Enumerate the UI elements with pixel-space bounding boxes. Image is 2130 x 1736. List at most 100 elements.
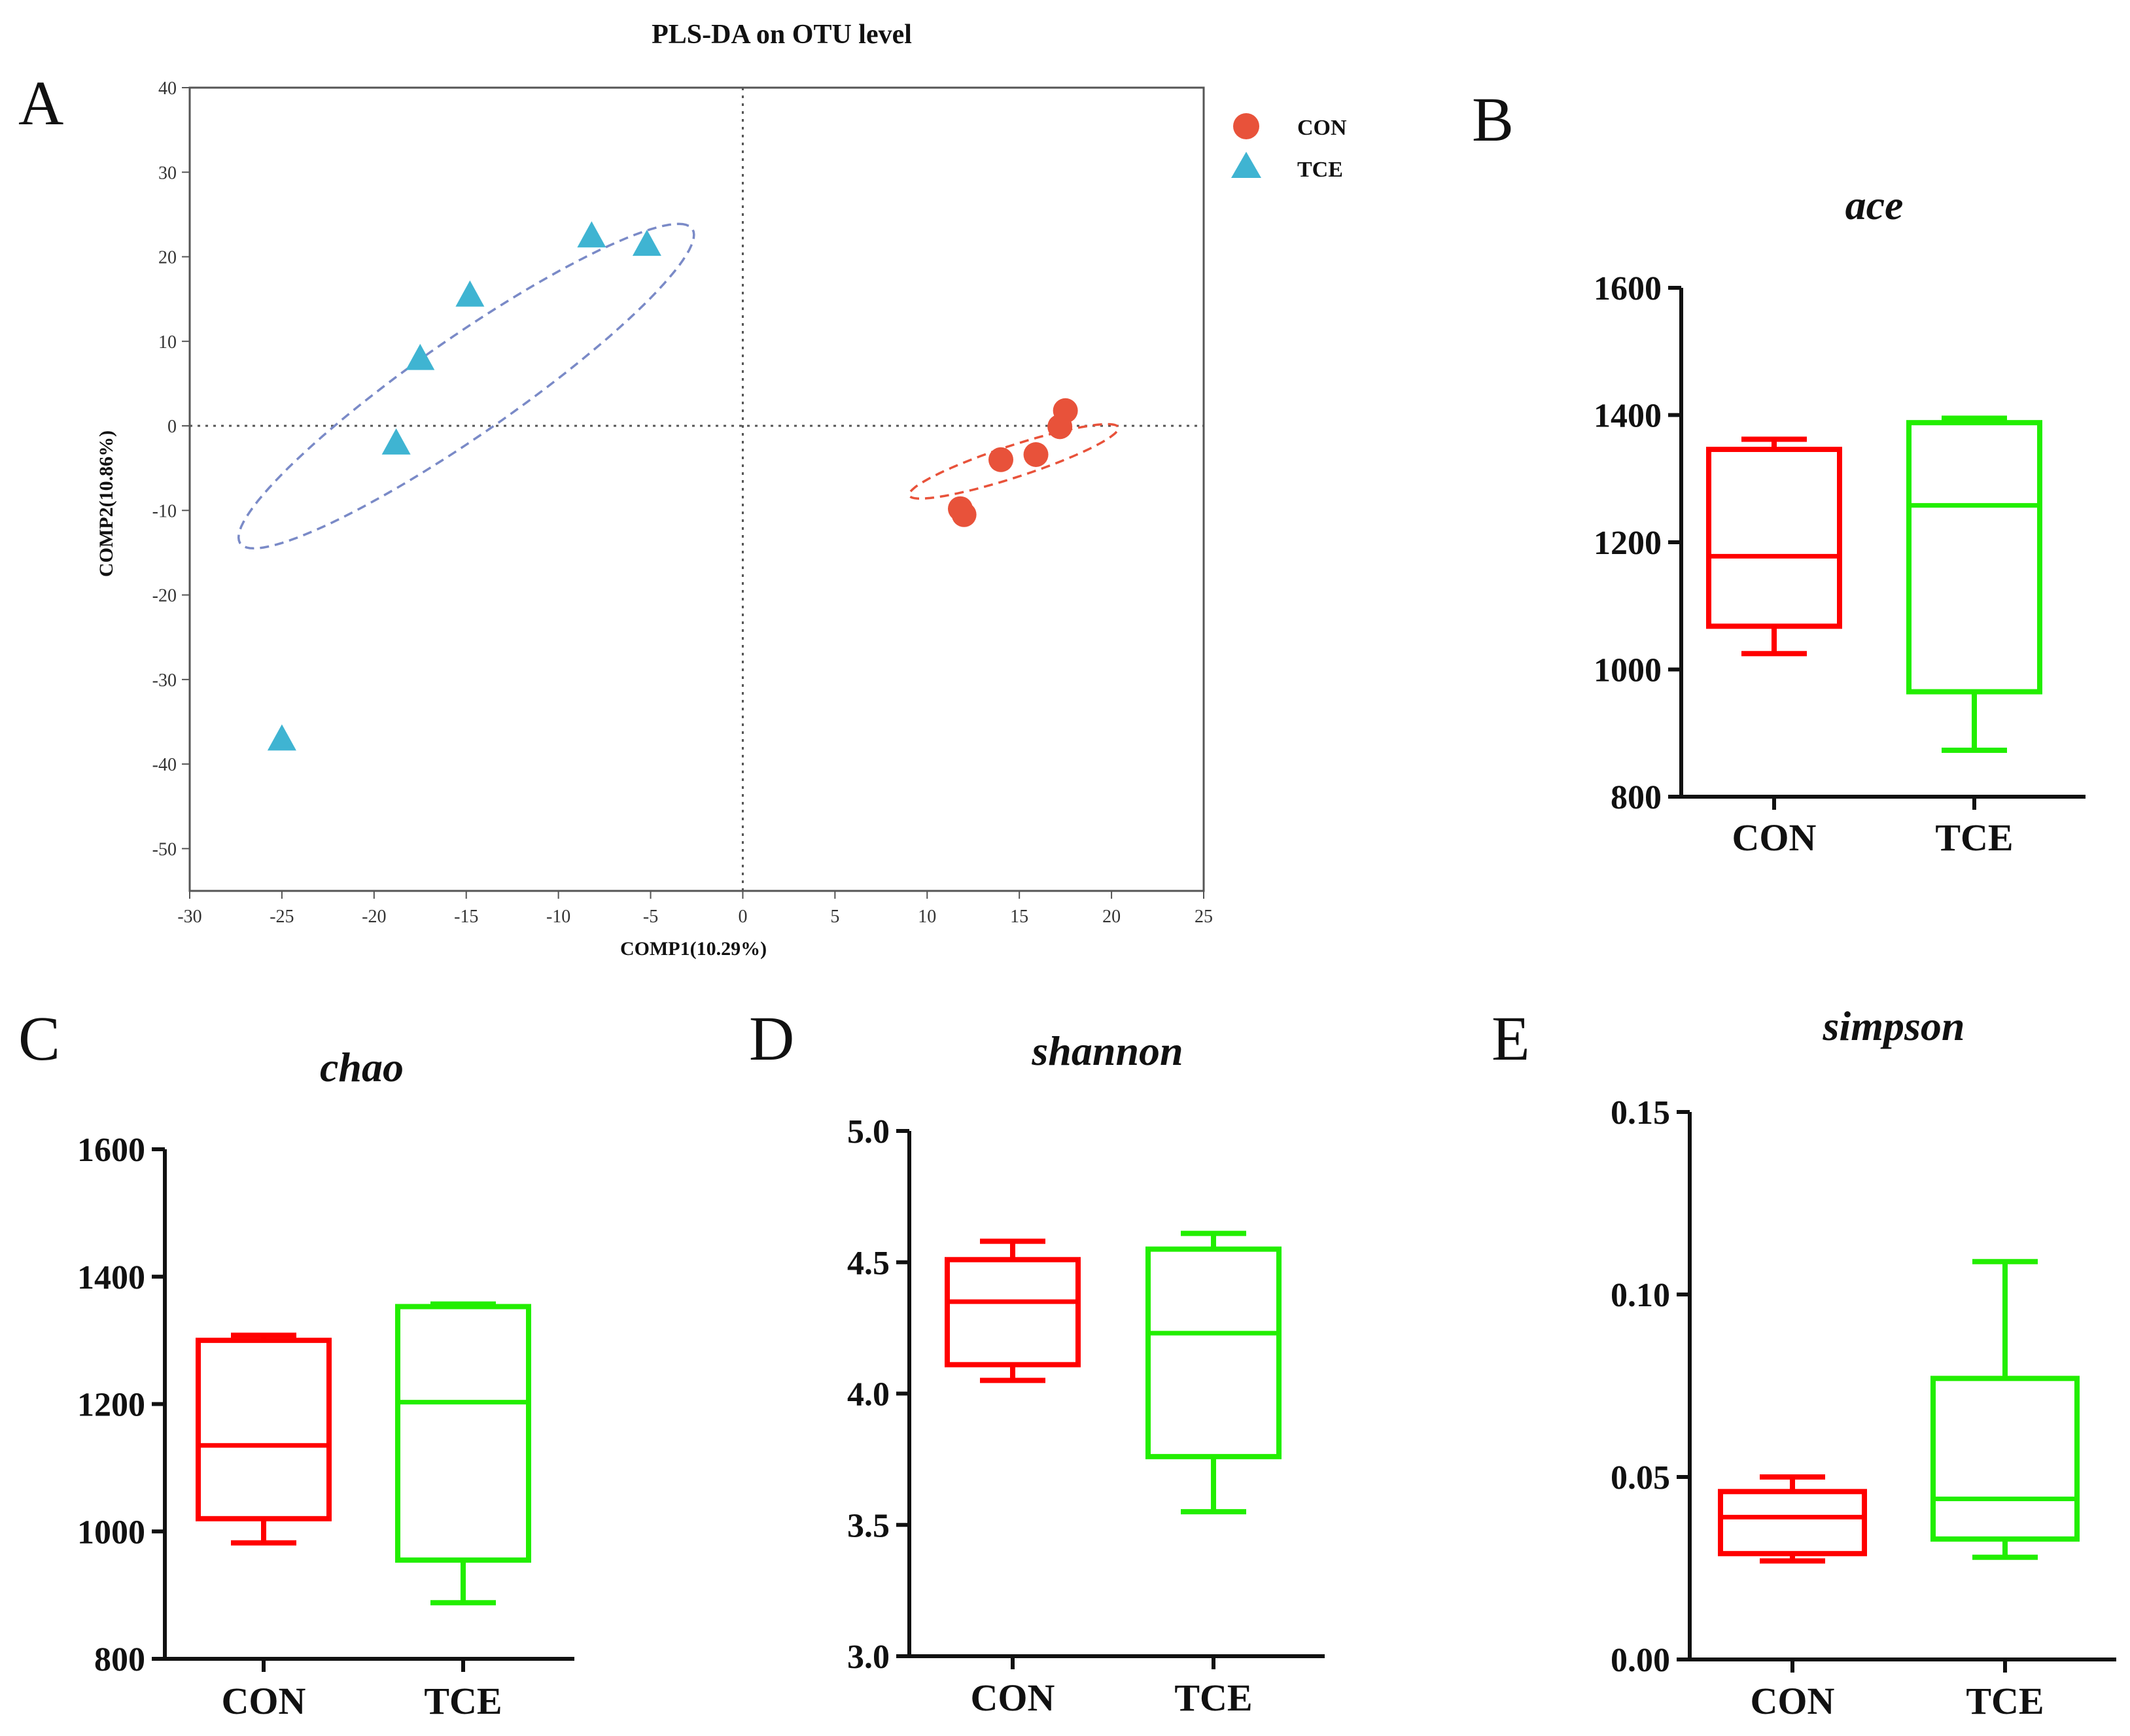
x-tick-label: -10 bbox=[546, 907, 570, 927]
ace-boxplot-panel: ace 800 1000 1200 1400 1600 CON TCE bbox=[1594, 182, 2086, 859]
y-tick-label: 3.5 bbox=[847, 1507, 890, 1544]
panel-letter-b: B bbox=[1472, 84, 1514, 154]
x-tick-label: -20 bbox=[362, 907, 386, 927]
con-data-point bbox=[988, 447, 1013, 472]
ace-boxplot-title: ace bbox=[1845, 182, 1904, 228]
simpson-category-tce: TCE bbox=[1966, 1680, 2044, 1722]
pls-da-panel: PLS-DA on OTU level COMP1(10.29%) COMP2(… bbox=[96, 20, 1347, 960]
y-tick-label: 0.05 bbox=[1611, 1459, 1670, 1497]
y-tick-label: -20 bbox=[152, 586, 177, 606]
ace-boxes bbox=[1706, 415, 2042, 754]
x-tick-label: 0 bbox=[738, 907, 747, 927]
pls-da-zero-lines bbox=[190, 88, 1204, 891]
y-tick-label: 40 bbox=[158, 78, 177, 99]
shannon-boxplot-title: shannon bbox=[1031, 1028, 1183, 1074]
y-tick-label: 1200 bbox=[1594, 525, 1662, 562]
y-tick-label: 4.0 bbox=[847, 1376, 890, 1414]
shannon-boxes bbox=[945, 1230, 1282, 1515]
pls-da-plot-frame bbox=[188, 86, 1205, 892]
tce-box bbox=[1930, 1376, 2080, 1542]
y-tick-label: -30 bbox=[152, 670, 177, 691]
ace-category-tce: TCE bbox=[1935, 816, 2013, 859]
pls-da-legend: CON TCE bbox=[1231, 113, 1347, 182]
simpson-category-con: CON bbox=[1751, 1680, 1835, 1722]
simpson-boxes bbox=[1718, 1259, 2080, 1564]
y-tick-label: 1600 bbox=[77, 1132, 145, 1169]
y-tick-label: 4.5 bbox=[847, 1245, 890, 1282]
con-confidence-ellipse bbox=[908, 423, 1120, 500]
y-tick-label: 30 bbox=[158, 163, 177, 183]
x-tick-label: -5 bbox=[643, 907, 658, 927]
legend-tce-label: TCE bbox=[1297, 158, 1343, 182]
x-tick-label: 20 bbox=[1102, 907, 1121, 927]
pls-da-y-axis-label: COMP2(10.86%) bbox=[96, 430, 117, 577]
y-tick-label: 1000 bbox=[1594, 652, 1662, 689]
tce-box bbox=[395, 1304, 531, 1563]
con-data-point bbox=[951, 502, 977, 527]
pls-da-ellipses bbox=[237, 222, 1120, 550]
panel-letter-d: D bbox=[749, 1003, 794, 1073]
panel-letter-c: C bbox=[18, 1003, 60, 1073]
shannon-y-ticks: 3.0 3.5 4.0 4.5 5.0 bbox=[847, 1113, 1325, 1676]
shannon-boxplot-panel: shannon 3.0 3.5 4.0 4.5 5.0 CON TCE bbox=[847, 1028, 1325, 1719]
tce-data-point bbox=[455, 280, 485, 307]
pls-da-ticks: -30 -25 -20 -15 -10 -5 0 5 10 15 20 25403020100-10-… bbox=[152, 78, 1213, 927]
y-tick-label: 1600 bbox=[1594, 270, 1662, 307]
panel-letter-e: E bbox=[1492, 1003, 1530, 1073]
x-tick-label: 5 bbox=[830, 907, 839, 927]
tce-box bbox=[1145, 1246, 1282, 1459]
y-tick-label: 20 bbox=[158, 248, 177, 268]
tce-data-point bbox=[267, 724, 296, 751]
chao-boxplot-title: chao bbox=[320, 1044, 404, 1090]
chao-y-ticks: 800 1000 1200 1400 1600 bbox=[77, 1132, 574, 1678]
con-box bbox=[1706, 447, 1842, 629]
y-tick-label: 800 bbox=[94, 1641, 145, 1678]
pls-da-title: PLS-DA on OTU level bbox=[652, 20, 912, 50]
y-tick-label: 1400 bbox=[1594, 398, 1662, 435]
y-tick-label: 10 bbox=[158, 332, 177, 353]
y-tick-label: 0.15 bbox=[1611, 1094, 1670, 1132]
y-tick-label: -10 bbox=[152, 501, 177, 521]
pls-da-x-axis-label: COMP1(10.29%) bbox=[620, 938, 767, 960]
ace-y-ticks: 800 1000 1200 1400 1600 bbox=[1594, 270, 2086, 816]
legend-con-marker bbox=[1233, 113, 1259, 139]
simpson-boxplot-panel: simpson 0.00 0.05 0.10 0.15 CON TCE bbox=[1611, 1003, 2116, 1722]
con-box bbox=[1718, 1489, 1867, 1557]
y-tick-label: 0 bbox=[167, 417, 177, 437]
y-tick-label: -40 bbox=[152, 755, 177, 775]
x-tick-label: -15 bbox=[454, 907, 478, 927]
chao-category-con: CON bbox=[222, 1680, 306, 1722]
con-box bbox=[945, 1257, 1081, 1368]
legend-tce-marker bbox=[1231, 152, 1261, 178]
tce-data-point bbox=[577, 221, 606, 248]
y-tick-label: 1200 bbox=[77, 1387, 145, 1424]
y-tick-label: 1400 bbox=[77, 1259, 145, 1296]
simpson-boxplot-title: simpson bbox=[1823, 1003, 1965, 1049]
y-tick-label: -50 bbox=[152, 839, 177, 859]
con-box bbox=[196, 1338, 332, 1521]
shannon-category-tce: TCE bbox=[1174, 1676, 1252, 1719]
tce-data-point bbox=[381, 428, 411, 455]
legend-con-label: CON bbox=[1297, 116, 1347, 140]
shannon-category-con: CON bbox=[971, 1676, 1055, 1719]
x-tick-label: -30 bbox=[177, 907, 201, 927]
tce-confidence-ellipse bbox=[237, 222, 695, 550]
y-tick-label: 1000 bbox=[77, 1514, 145, 1551]
con-data-point bbox=[1053, 398, 1078, 423]
chao-boxes bbox=[196, 1301, 531, 1606]
ace-category-con: CON bbox=[1732, 816, 1817, 859]
chao-boxplot-panel: chao 800 1000 1200 1400 1600 CON TCE bbox=[77, 1044, 574, 1722]
chao-category-tce: TCE bbox=[424, 1680, 502, 1722]
y-tick-label: 0.10 bbox=[1611, 1277, 1670, 1314]
con-data-point bbox=[1023, 442, 1049, 468]
y-tick-label: 800 bbox=[1611, 779, 1662, 816]
x-tick-label: 25 bbox=[1195, 907, 1213, 927]
simpson-y-ticks: 0.00 0.05 0.10 0.15 bbox=[1611, 1094, 2116, 1679]
x-tick-label: 10 bbox=[918, 907, 936, 927]
tce-box bbox=[1906, 420, 2042, 695]
x-tick-label: 15 bbox=[1010, 907, 1028, 927]
y-tick-label: 5.0 bbox=[847, 1113, 890, 1151]
tce-data-point bbox=[406, 343, 435, 370]
x-tick-label: -25 bbox=[270, 907, 294, 927]
